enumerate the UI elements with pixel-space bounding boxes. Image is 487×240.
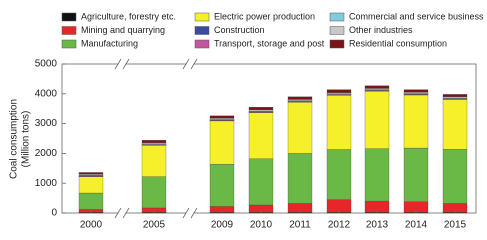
legend-label: Agriculture, forestry etc.	[81, 11, 176, 21]
y-tick-label: 0	[51, 208, 57, 219]
axis-break-mark	[114, 58, 122, 70]
legend-swatch	[61, 26, 77, 35]
legend-label: Transport, storage and post	[214, 38, 325, 48]
legend-label: Mining and quarrying	[81, 25, 165, 35]
bar-segment	[364, 85, 390, 89]
legend-swatch	[329, 39, 345, 49]
legend-label: Construction	[214, 25, 265, 35]
axis-break-mark	[122, 207, 130, 219]
legend-swatch	[61, 39, 77, 49]
y-tick-label: 5000	[35, 59, 58, 70]
x-tick-label: 2010	[250, 220, 273, 231]
legend-label: Electric power production	[214, 11, 315, 21]
legend-label: Residential consumption	[349, 38, 447, 48]
axis-break-mark	[182, 58, 190, 70]
axis-break-gap	[186, 211, 194, 215]
bar-segment	[141, 176, 167, 209]
axis-break-mark	[182, 207, 190, 219]
legend-swatch	[329, 26, 345, 35]
bar-segment	[364, 88, 390, 90]
y-axis-title: Coal consumption (Million tons)	[9, 99, 32, 179]
x-tick-label: 2013	[366, 220, 389, 231]
legend-label: Other industries	[349, 25, 413, 35]
axis-break-mark	[190, 58, 198, 70]
bar-segment	[364, 148, 390, 202]
axis-break-mark	[114, 207, 122, 219]
legend-swatch	[194, 26, 210, 35]
legend: Agriculture, forestry etc. Mining and qua…	[61, 11, 484, 49]
x-tick-label: 2009	[211, 220, 234, 231]
bar-segment	[78, 192, 104, 210]
bar-segment	[364, 90, 390, 149]
y-tick-label: 2000	[35, 148, 58, 159]
x-tick-label: 2000	[80, 220, 103, 231]
bar-segment	[141, 145, 167, 177]
bar-segment	[141, 140, 167, 143]
bar-segment	[326, 92, 352, 94]
bar-segment	[442, 94, 468, 97]
bar-segment	[326, 149, 352, 200]
bar-segment	[403, 147, 429, 202]
bar-segment	[403, 94, 429, 149]
bar-segment	[442, 149, 468, 204]
bar-segment	[287, 153, 313, 204]
bar-segment	[78, 172, 104, 175]
bar-segment	[248, 158, 274, 206]
bar-segment	[287, 99, 313, 101]
bar-segment	[442, 99, 468, 150]
axis-break-gap	[186, 62, 194, 66]
bar-segment	[403, 89, 429, 93]
bar-segment	[442, 96, 468, 99]
y-axis-title-line: Coal consumption	[9, 99, 20, 179]
y-tick-label: 1000	[35, 178, 58, 189]
axis-break-gap	[118, 62, 126, 66]
legend-label: Commercial and service business	[349, 11, 484, 21]
bar-segment	[248, 109, 274, 112]
bar-segment	[209, 163, 235, 207]
axis-break-gap	[118, 211, 126, 215]
bar-segment	[209, 120, 235, 165]
y-tick-label: 4000	[35, 88, 58, 99]
bar-segment	[403, 92, 429, 94]
legend-label: Manufacturing	[81, 38, 138, 48]
bar-segment	[248, 107, 274, 111]
bar-segment	[78, 176, 104, 194]
legend-swatch	[194, 12, 210, 22]
legend-swatch	[194, 39, 210, 49]
legend-swatch	[61, 12, 77, 22]
y-axis-title-line: (Million tons)	[21, 111, 32, 168]
bar-segment	[209, 118, 235, 120]
x-tick-label: 2015	[444, 220, 467, 231]
bar-segment	[287, 96, 313, 100]
bar-segment	[209, 115, 235, 119]
y-tick-label: 3000	[35, 118, 58, 129]
x-tick-label: 2011	[289, 220, 311, 231]
legend-swatch	[329, 12, 345, 22]
x-tick-label: 2005	[143, 220, 166, 231]
bar-segment	[141, 142, 167, 145]
axis-break-mark	[122, 58, 130, 70]
bar-segment	[326, 89, 352, 93]
bar-segment	[248, 112, 274, 159]
x-tick-label: 2014	[405, 220, 428, 231]
x-tick-label: 2012	[328, 220, 351, 231]
bar-segment	[287, 101, 313, 154]
axis-break-mark	[190, 207, 198, 219]
bar-segment	[326, 95, 352, 150]
